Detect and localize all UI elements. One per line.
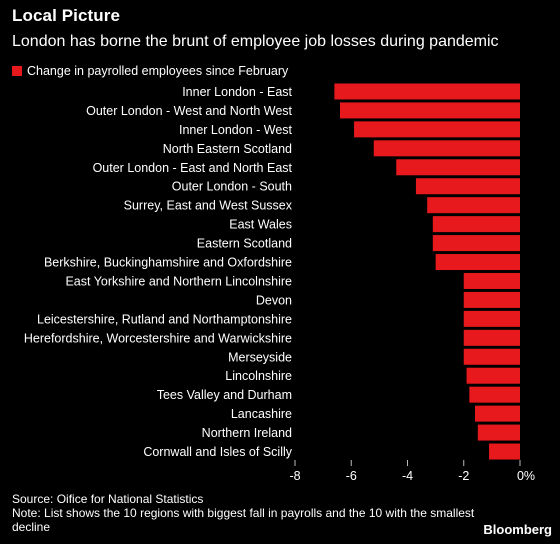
bar — [469, 386, 520, 403]
category-label: Eastern Scotland — [197, 237, 292, 251]
bar — [415, 178, 520, 195]
bar — [396, 159, 520, 176]
legend-label: Change in payrolled employees since Febr… — [27, 64, 289, 78]
category-label: Outer London - West and North West — [86, 104, 292, 118]
bar — [477, 424, 520, 441]
bar — [334, 83, 520, 100]
footer: Source: Oifice for National Statistics N… — [12, 492, 482, 534]
category-label: Inner London - West — [179, 123, 293, 137]
bar — [432, 216, 520, 233]
bar — [373, 140, 520, 157]
x-tick-label: -8 — [289, 469, 300, 483]
x-tick-label: -6 — [346, 469, 357, 483]
category-label: Leicestershire, Rutland and Northamptons… — [37, 312, 292, 326]
bloomberg-logo: Bloomberg — [483, 522, 552, 537]
category-label: East Wales — [229, 218, 292, 232]
bar — [340, 102, 520, 119]
chart-title: Local Picture — [12, 6, 121, 25]
bar — [427, 197, 520, 214]
category-label: Herefordshire, Worcestershire and Warwic… — [24, 331, 292, 345]
bar-chart: Inner London - East Outer London - West a… — [24, 83, 535, 483]
category-label: East Yorkshire and Northern Lincolnshire — [65, 274, 292, 288]
x-tick-label: -4 — [402, 469, 413, 483]
category-label: Inner London - East — [182, 85, 292, 99]
bar — [432, 235, 520, 252]
chart-subtitle: London has borne the brunt of employee j… — [12, 33, 499, 50]
bar — [463, 291, 520, 308]
category-label: Cornwall and Isles of Scilly — [143, 445, 292, 459]
bar — [354, 121, 520, 138]
x-tick-label: -2 — [458, 469, 469, 483]
bar — [463, 272, 520, 289]
bar — [489, 443, 520, 460]
bar — [463, 310, 520, 327]
category-label: Merseyside — [228, 350, 292, 364]
bar — [463, 329, 520, 346]
category-label: North Eastern Scotland — [163, 142, 292, 156]
x-tick-label: 0% — [517, 469, 535, 483]
category-label: Berkshire, Buckinghamshire and Oxfordshi… — [44, 256, 292, 270]
legend: Change in payrolled employees since Febr… — [12, 64, 288, 78]
category-label: Outer London - East and North East — [93, 161, 293, 175]
category-label: Lincolnshire — [225, 369, 292, 383]
bar — [466, 367, 520, 384]
category-label: Devon — [256, 293, 292, 307]
source-note: Source: Oifice for National Statistics — [12, 492, 204, 506]
category-label: Surrey, East and West Sussex — [124, 199, 293, 213]
category-label: Tees Valley and Durham — [157, 388, 292, 402]
category-label: Lancashire — [231, 407, 292, 421]
footnote: Note: List shows the 10 regions with big… — [12, 506, 475, 534]
category-label: Northern Ireland — [202, 426, 292, 440]
legend-swatch — [12, 66, 22, 76]
category-label: Outer London - South — [172, 180, 292, 194]
bar — [435, 254, 520, 271]
bar — [463, 348, 520, 365]
bar — [475, 405, 520, 422]
